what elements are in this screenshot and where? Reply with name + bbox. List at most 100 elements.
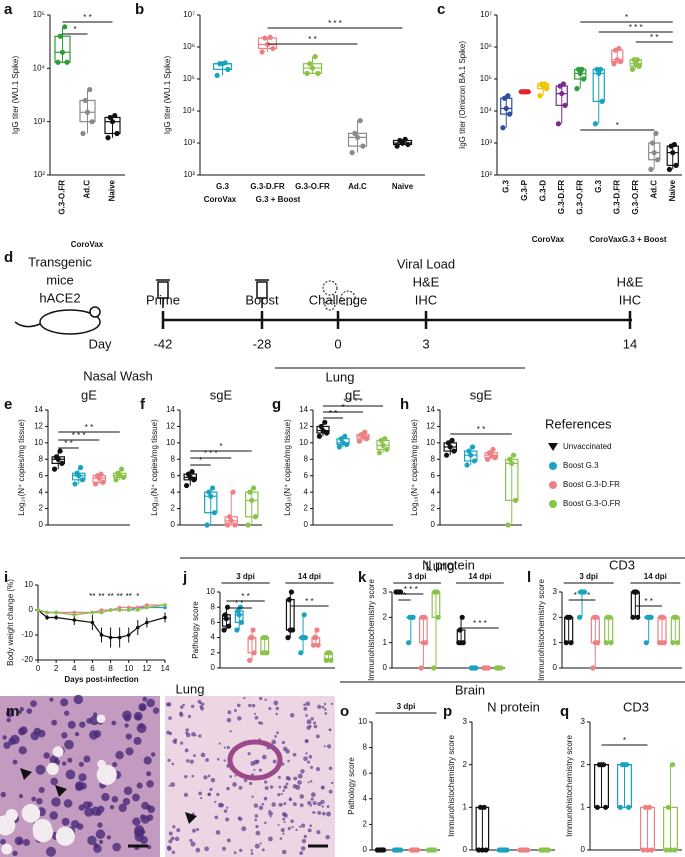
event-label: Boost (245, 292, 279, 307)
nucleus (122, 710, 132, 720)
nucleus (147, 805, 155, 814)
y-tick-label: 2 (463, 760, 468, 769)
data-point (675, 640, 681, 646)
data-point (665, 804, 672, 810)
y-tick-label: 4 (171, 487, 176, 496)
data-point (90, 610, 95, 615)
data-point (559, 90, 565, 97)
arrowhead (55, 785, 67, 797)
data-point (286, 597, 292, 603)
cell (241, 826, 247, 832)
cell (254, 814, 259, 818)
legend-label: Boost G.3 (563, 461, 599, 470)
y-tick-label: 10³ (480, 138, 492, 147)
y-tick-label: 8 (431, 454, 436, 463)
cell (280, 793, 283, 796)
y-tick-label: 8 (171, 454, 176, 463)
nucleus (14, 836, 24, 846)
data-point (574, 86, 580, 92)
cell (317, 704, 322, 709)
data-point (221, 627, 227, 633)
x-tick-label: 6 (90, 664, 95, 673)
cell (309, 824, 312, 828)
cell (277, 824, 280, 827)
data-point (211, 510, 218, 516)
cell (281, 740, 286, 745)
nucleus (30, 700, 37, 708)
data-point (507, 456, 513, 462)
cell (251, 795, 254, 798)
data-point (64, 59, 70, 65)
y-tick-label: 10³ (183, 138, 195, 147)
data-point (288, 589, 295, 595)
day-value: 14 (623, 336, 637, 351)
y-tick-label: 10² (480, 170, 492, 179)
y-tick-label: 14 (166, 405, 175, 414)
data-point (479, 847, 485, 853)
event-label: IHC (619, 292, 641, 307)
cell (321, 705, 325, 709)
data-point (464, 462, 470, 468)
data-point (270, 45, 276, 52)
cell (200, 796, 203, 800)
data-point (402, 136, 408, 142)
data-point (117, 608, 122, 612)
day-value: -42 (154, 336, 173, 351)
data-point (55, 59, 61, 65)
data-point (315, 642, 321, 648)
data-point (72, 481, 78, 487)
alveolus (1, 843, 13, 855)
y-tick-label: 0 (383, 663, 388, 672)
nucleus (124, 723, 129, 728)
data-point (623, 762, 630, 768)
y-tick-label: 0 (304, 520, 309, 529)
significance-label: * * * (204, 449, 218, 458)
cell (179, 711, 183, 715)
data-point (237, 604, 243, 610)
nucleus (78, 773, 87, 782)
cell (268, 707, 272, 711)
data-point (642, 804, 649, 810)
data-point (235, 608, 241, 614)
data-point (72, 613, 77, 617)
nucleus (132, 793, 140, 802)
data-point (262, 650, 268, 656)
cell (300, 846, 306, 851)
data-point (382, 436, 388, 442)
legend-label: Boost G.3-D.FR (563, 480, 620, 489)
significance-label: ** (89, 592, 95, 601)
nucleus (142, 696, 148, 702)
data-point (394, 143, 400, 149)
data-point (309, 65, 316, 71)
data-point (115, 470, 121, 476)
cell (273, 700, 279, 706)
data-point (663, 847, 669, 853)
event-label: IHC (415, 292, 437, 307)
cell (248, 703, 252, 708)
y-tick-label: 0 (553, 663, 558, 672)
cell (276, 731, 280, 735)
cell (185, 728, 189, 732)
data-point (593, 614, 600, 620)
box (257, 37, 278, 50)
data-point (126, 608, 131, 612)
cell (218, 742, 221, 745)
cell (292, 752, 297, 757)
data-point (145, 605, 149, 610)
data-point (135, 608, 140, 612)
nucleus (18, 727, 26, 736)
cell (191, 732, 196, 737)
cell (306, 725, 311, 730)
cell (190, 841, 196, 847)
nucleus (10, 734, 20, 745)
x-tick-label: G.3 (216, 182, 229, 191)
y-tick-label: 6 (431, 471, 436, 480)
significance-label: * * (235, 599, 243, 608)
y-tick-label: 6 (211, 618, 216, 627)
y-tick-label: 3 (383, 587, 388, 596)
nucleus (79, 721, 86, 728)
data-point (649, 140, 656, 146)
cell (255, 830, 261, 836)
data-point (54, 610, 58, 615)
